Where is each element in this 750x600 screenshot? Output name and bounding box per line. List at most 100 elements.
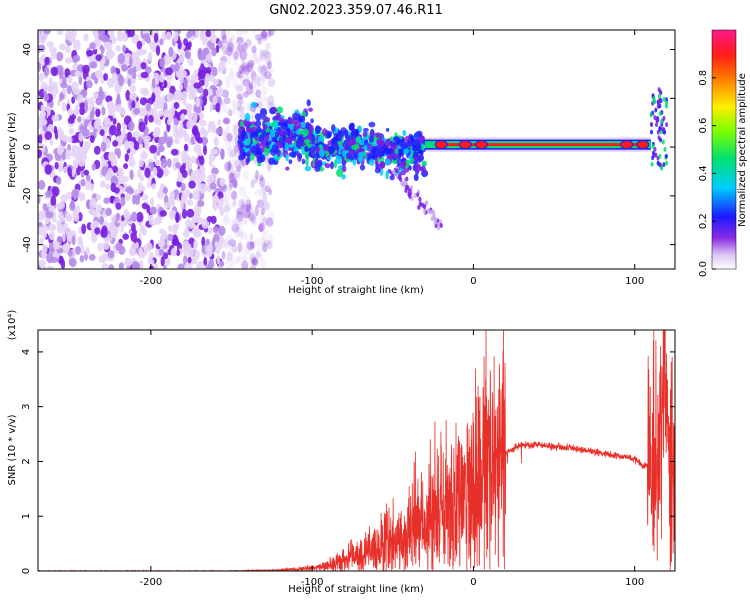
heatmap-cell (230, 133, 239, 145)
heatmap-cell (123, 163, 129, 170)
y-tick-label: 4 (21, 349, 32, 355)
heatmap-cell (221, 35, 228, 44)
heatmap-cell (411, 145, 418, 152)
heatmap-cell (164, 201, 172, 209)
heatmap-cell (310, 145, 316, 153)
heatmap-cell (291, 133, 297, 139)
heatmap-cell (657, 93, 661, 99)
heatmap-cell (43, 83, 49, 92)
heatmap-cell (310, 118, 314, 124)
heatmap-cell (253, 175, 259, 184)
heatmap-cell (338, 141, 343, 148)
heatmap-cell (57, 98, 61, 107)
heatmap-cell (115, 242, 122, 252)
heatmap-cell (170, 148, 179, 156)
heatmap-cell (262, 200, 270, 211)
heatmap-cell (231, 223, 240, 233)
heatmap-cell (183, 143, 189, 152)
heatmap-cell (205, 238, 210, 246)
heatmap-cell (84, 99, 88, 109)
heatmap-cell (243, 219, 248, 226)
narrow-line-knot (434, 140, 448, 150)
heatmap-cell (262, 192, 268, 202)
heatmap-cell (38, 61, 42, 73)
heatmap-cell (92, 91, 99, 100)
heatmap-cell (250, 262, 255, 269)
heatmap-cell (171, 196, 175, 207)
heatmap-cell (139, 97, 148, 106)
heatmap-cell (242, 208, 251, 219)
heatmap-cell (278, 117, 284, 124)
heatmap-cell (51, 114, 60, 122)
heatmap-cell (55, 202, 64, 210)
heatmap-cell (193, 240, 199, 249)
heatmap-cell (150, 108, 158, 117)
heatmap-cell (86, 80, 93, 89)
heatmap-cell (258, 222, 265, 232)
heatmap-cell (112, 118, 117, 125)
heatmap-cell (362, 131, 368, 138)
heatmap-cell (301, 158, 306, 165)
heatmap-cell (154, 159, 161, 167)
heatmap-cell (261, 229, 269, 236)
heatmap-cell (153, 153, 158, 161)
heatmap-cell (258, 201, 265, 210)
heatmap-cell (267, 78, 276, 88)
heatmap-cell (233, 217, 240, 225)
heatmap-cell (250, 78, 257, 85)
heatmap-cell (151, 183, 156, 190)
heatmap-cell (250, 179, 255, 188)
heatmap-cell (53, 125, 58, 135)
heatmap-cell (212, 226, 220, 234)
heatmap-cell (236, 93, 244, 100)
heatmap-cell (172, 224, 178, 235)
heatmap-cell (79, 101, 85, 110)
heatmap-cell (237, 44, 243, 53)
heatmap-cell (652, 98, 656, 104)
heatmap-cell (255, 57, 261, 65)
heatmap-cell (224, 187, 231, 199)
heatmap-cell (145, 242, 153, 252)
heatmap-cell (265, 42, 272, 51)
heatmap-cell (254, 76, 262, 83)
heatmap-cell (230, 34, 235, 45)
heatmap-cell (109, 124, 117, 136)
heatmap-cell (233, 50, 239, 60)
heatmap-cell (171, 239, 180, 247)
heatmap-cell (187, 256, 192, 264)
heatmap-cell (439, 223, 443, 228)
heatmap-cell (211, 167, 219, 175)
heatmap-cell (214, 241, 219, 248)
heatmap-cell (223, 238, 230, 250)
heatmap-cell (256, 156, 263, 164)
heatmap-cell (221, 58, 227, 69)
heatmap-cell (260, 52, 269, 62)
heatmap-cell (261, 33, 269, 42)
heatmap-cell (93, 220, 99, 227)
heatmap-cell (157, 145, 165, 153)
heatmap-cell (105, 95, 113, 103)
heatmap-cell (222, 196, 229, 203)
heatmap-cell (264, 185, 271, 193)
heatmap-cell (315, 125, 321, 134)
heatmap-cell (400, 169, 407, 176)
heatmap-cell (233, 229, 241, 238)
heatmap-cell (39, 237, 44, 245)
heatmap-cell (236, 220, 241, 227)
heatmap-cell (74, 245, 82, 255)
y-tick-label: 0 (21, 568, 32, 574)
heatmap-cell (199, 155, 205, 166)
heatmap-cell (143, 33, 150, 42)
colorbar-tick-label: 0.6 (698, 118, 709, 134)
heatmap-cell (266, 122, 271, 127)
heatmap-cell (238, 97, 244, 105)
heatmap-cell (73, 191, 78, 201)
heatmap-cell (240, 59, 247, 71)
heatmap-cell (205, 245, 210, 254)
heatmap-cell (231, 124, 237, 132)
heatmap-cell (250, 179, 255, 190)
x-tick-label: 0 (470, 577, 476, 588)
heatmap-cell (650, 161, 654, 167)
heatmap-cell (110, 229, 117, 239)
